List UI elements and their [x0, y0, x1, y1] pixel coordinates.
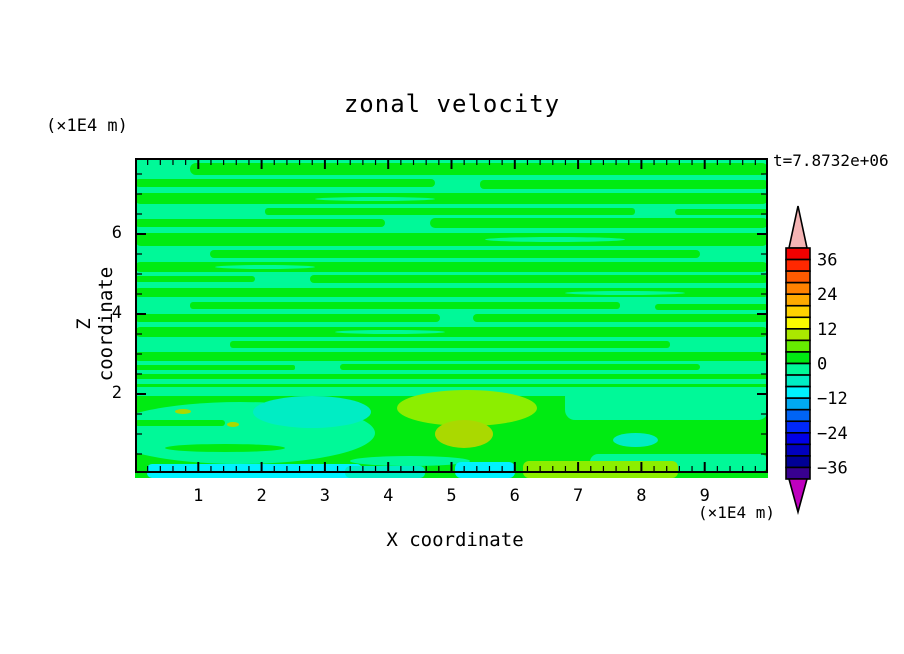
colorbar-cell: [785, 374, 811, 388]
colorbar-cell: [785, 362, 811, 376]
colorbar-cell: [785, 247, 811, 261]
contour-band: [455, 462, 515, 478]
colorbar-cell: [785, 339, 811, 353]
contour-band: [165, 444, 285, 452]
colorbar-cell: [785, 316, 811, 330]
contour-band: [340, 364, 700, 370]
contour-band: [655, 304, 768, 310]
contour-band: [135, 365, 295, 370]
colorbar-cell: [785, 281, 811, 296]
y-axis-units: (×1E4 m): [46, 116, 128, 136]
contour-band: [480, 180, 768, 189]
colorbar-cell: [785, 304, 811, 319]
contour-band: [135, 262, 768, 272]
x-tick-label: 8: [636, 486, 647, 506]
colorbar-cell: [785, 351, 811, 365]
contour-band: [675, 209, 768, 215]
contour-band: [135, 193, 768, 204]
x-tick-label: 7: [572, 486, 584, 506]
x-tick-label: 6: [509, 486, 520, 506]
contour-band: [175, 409, 191, 414]
x-tick-label: 2: [256, 486, 267, 506]
contour-band: [227, 422, 239, 427]
colorbar-cell: [785, 408, 811, 423]
colorbar-tick-label: −36: [817, 458, 848, 478]
colorbar-cell: [785, 397, 811, 411]
colorbar-cell: [785, 328, 811, 342]
x-tick-label: 1: [193, 486, 204, 506]
colorbar-tick-label: 0: [817, 355, 827, 375]
contour-band: [190, 163, 768, 175]
contour-band: [135, 276, 255, 282]
colorbar-tick-label: −12: [817, 389, 848, 409]
x-tick-label: 5: [446, 486, 457, 506]
contour-band: [253, 396, 371, 428]
colorbar-cell: [785, 420, 811, 434]
x-tick-label: 9: [699, 486, 710, 506]
colorbar-cell: [785, 293, 811, 307]
contour-band: [435, 420, 493, 448]
contour-band: [135, 420, 225, 426]
contour-band: [135, 352, 768, 361]
colorbar-tick-label: 12: [817, 320, 837, 340]
colorbar-tick-label: 24: [817, 285, 837, 305]
time-annotation: t=7.8732e+06: [773, 151, 889, 170]
contour-band: [135, 374, 768, 379]
contour-band: [350, 456, 470, 466]
colorbar-cell: [785, 385, 811, 399]
chart-title: zonal velocity: [343, 90, 561, 118]
colorbar-cell: [785, 258, 811, 272]
contour-band: [135, 327, 768, 337]
contour-band: [523, 461, 678, 478]
y-tick-label: 4: [111, 303, 122, 323]
contour-band: [135, 314, 440, 322]
contour-band: [565, 387, 768, 420]
colorbar-over-arrow: [788, 205, 808, 249]
colorbar-cell: [785, 443, 811, 457]
contour-band: [135, 179, 435, 187]
colorbar-tick-label: −24: [817, 424, 848, 444]
contour-band: [135, 384, 768, 387]
y-tick-label: 2: [111, 383, 122, 403]
colorbar-tick-label: 36: [817, 251, 837, 271]
colorbar-cell: [785, 270, 811, 284]
colorbar-cell: [785, 432, 811, 446]
contour-band: [485, 237, 625, 242]
contour-band: [473, 314, 768, 322]
contour-band: [190, 302, 620, 309]
y-tick-label: 6: [111, 223, 122, 243]
colorbar: 36 24 12 0 −12 −24 −36: [785, 205, 848, 515]
contour-band: [215, 265, 315, 269]
contour-band: [335, 330, 445, 334]
contour-band: [210, 250, 700, 258]
colorbar-cell: [785, 455, 811, 469]
contour-band: [230, 341, 670, 348]
colorbar-under-arrow: [787, 478, 809, 515]
x-axis-label: X coordinate: [386, 529, 524, 551]
contour-band: [135, 219, 385, 227]
contour-band: [565, 291, 685, 295]
x-tick-label: 4: [383, 486, 394, 506]
contour-band: [613, 433, 658, 447]
contour-band: [135, 233, 768, 246]
contour-band: [310, 275, 768, 283]
colorbar-cell: [785, 466, 811, 480]
contour-band: [430, 218, 768, 228]
contour-plot-area: [135, 158, 768, 478]
y-axis-label: Z coordinate: [73, 266, 117, 382]
x-tick-label: 3: [319, 486, 331, 506]
plot-frame: [135, 158, 768, 473]
contour-band: [315, 197, 435, 201]
contour-band: [265, 208, 635, 215]
x-axis-units: (×1E4 m): [697, 503, 775, 522]
contour-band: [397, 390, 537, 426]
